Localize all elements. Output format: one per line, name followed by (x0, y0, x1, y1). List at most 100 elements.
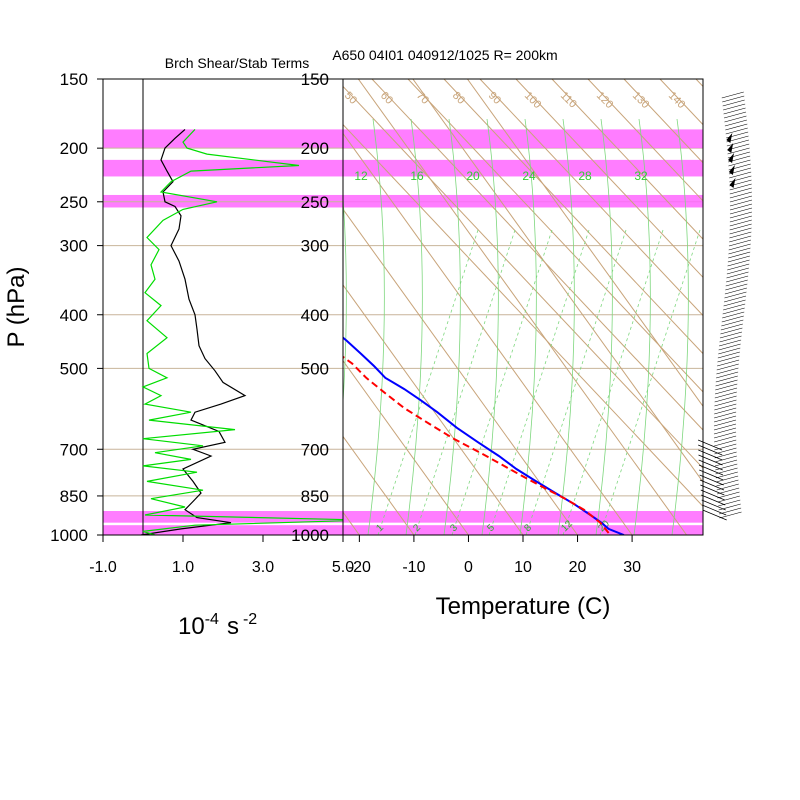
wind-barb (717, 491, 740, 499)
wind-barb (718, 347, 741, 355)
wind-barb (697, 439, 723, 451)
wind-barb (729, 199, 753, 207)
wind-barb (716, 367, 739, 375)
wind-barb (723, 295, 747, 303)
wind-barb (701, 494, 726, 506)
wind-barb (713, 415, 737, 423)
dry-adiabat-line (407, 79, 703, 393)
wind-barb (729, 219, 752, 227)
left-x-axis-label: 10-4 s -2 (178, 611, 257, 640)
theta-e-label: 32 (634, 169, 648, 183)
dry-adiabat-line (479, 79, 703, 317)
wind-barb (714, 459, 738, 467)
wind-barb (723, 299, 746, 307)
wind-barb (713, 419, 737, 427)
right-highlight-band (343, 525, 703, 535)
wind-barb (719, 331, 743, 339)
xlabel-base: 10 (178, 613, 205, 640)
left-pressure-tick-labels: 150 200 250 300 400 500 700 850 1000 (50, 70, 103, 545)
moist-adiabat-line (343, 192, 347, 408)
wind-barb (723, 107, 746, 115)
skewt-title: A650 04I01 040912/1025 R= 200km (332, 47, 557, 63)
wind-barb (725, 127, 748, 135)
wind-barb (717, 351, 740, 359)
right-y-tick-label: 1000 (291, 526, 329, 545)
wind-barb (717, 355, 740, 363)
wind-barb (714, 403, 737, 411)
moist-adiabat-line (443, 118, 461, 535)
wind-barb (717, 487, 740, 495)
left-highlight-band (103, 159, 343, 177)
right-pressure-tick-labels: 150 200 250 300 400 500 700 850 1000 (291, 70, 329, 545)
wind-barb (729, 235, 752, 243)
wind-barb (715, 471, 738, 479)
wind-barb (727, 147, 750, 155)
wind-barb (698, 444, 723, 456)
wind-barb (729, 203, 753, 211)
wind-barb (726, 139, 749, 147)
wind-barb-flag (727, 143, 734, 153)
moist-adiabat-line (405, 118, 423, 535)
wind-barb (714, 435, 737, 443)
wind-barb (725, 279, 748, 287)
wind-barb (702, 509, 727, 521)
wind-barb (714, 399, 737, 407)
left-x-tick-label: -1.0 (89, 559, 117, 576)
wind-barb (716, 483, 739, 491)
wind-barb (720, 327, 743, 335)
wind-barb (724, 291, 747, 299)
right-x-tick-label: 0 (464, 559, 473, 576)
wind-barb (722, 99, 745, 107)
right-highlight-band (343, 511, 703, 523)
moist-adiabat-line (481, 118, 499, 535)
wind-barb (713, 431, 737, 439)
wind-barb (729, 227, 752, 235)
right-y-tick-label: 850 (301, 487, 329, 506)
moist-adiabat-line (595, 118, 613, 535)
wind-barb (716, 371, 739, 379)
wind-barb (729, 195, 753, 203)
right-y-tick-label: 400 (301, 306, 329, 325)
moist-adiabat-line (557, 118, 575, 535)
dry-adiabat-line (551, 79, 703, 240)
xlabel-unit: s (227, 613, 239, 640)
green-shear-line (141, 128, 343, 535)
dewpoint-profile-line (343, 355, 612, 535)
skewt-panel: A650 04I01 040912/1025 R= 200km 50 60 70 80… (291, 47, 704, 620)
right-x-axis-label: Temperature (C) (436, 593, 611, 620)
wind-barb (699, 469, 724, 481)
moist-adiabat-line (671, 118, 689, 535)
dry-adiabat-line (515, 79, 703, 279)
wind-barbs (697, 91, 753, 521)
wind-barb (726, 267, 749, 275)
isotherm-line (343, 284, 524, 535)
left-highlight-band (103, 129, 343, 149)
wind-barb (714, 391, 737, 399)
theta-e-label: 16 (410, 169, 424, 183)
wind-barb (729, 187, 752, 195)
wind-barb (729, 215, 752, 223)
dry-adiabat-line (371, 79, 703, 431)
wind-barb (719, 511, 742, 519)
dry-adiabat-line (343, 85, 703, 469)
right-y-tick-label: 700 (301, 440, 329, 459)
left-x-tick-label: 5.0 (332, 559, 354, 576)
isotherm-line (357, 79, 688, 535)
wind-barb (714, 407, 737, 415)
xlabel-exponent: -4 (205, 611, 219, 628)
theta-e-label: 24 (522, 169, 536, 183)
wind-barb (726, 271, 749, 279)
wind-barb-flag (728, 165, 735, 175)
wind-barb (716, 363, 739, 371)
left-x-tick-label: 3.0 (252, 559, 274, 576)
left-series-lines (140, 128, 343, 535)
wind-barb (715, 383, 738, 391)
left-y-tick-label: 400 (60, 306, 88, 325)
wind-barb (729, 207, 753, 215)
right-y-tick-label: 250 (301, 193, 329, 212)
wind-barb (728, 159, 751, 167)
wind-barb (716, 475, 739, 483)
left-highlight-band (103, 525, 343, 535)
dry-adiabat-line (587, 79, 703, 202)
